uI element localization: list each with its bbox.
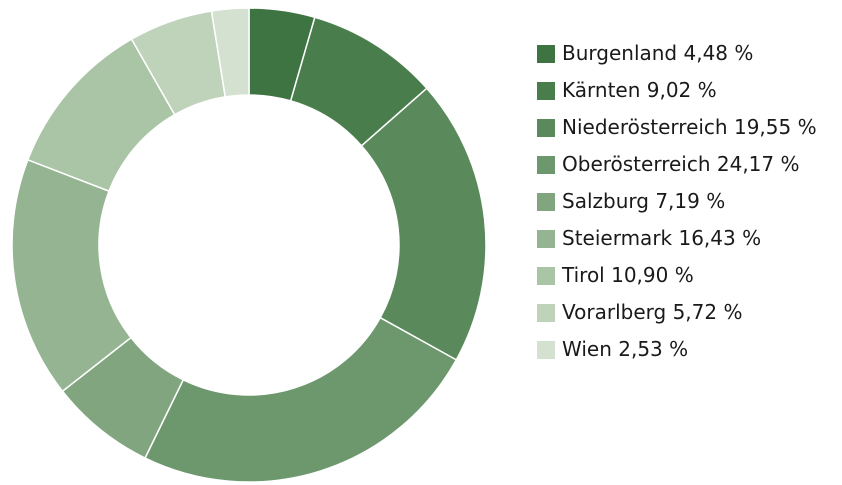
legend-name: Kärnten	[562, 78, 640, 102]
legend-swatch	[537, 341, 555, 359]
legend-swatch	[537, 267, 555, 285]
legend-name: Vorarlberg	[562, 300, 666, 324]
legend-swatch	[537, 193, 555, 211]
legend-name: Salzburg	[562, 189, 649, 213]
legend-label: Steiermark 16,43 %	[562, 226, 761, 250]
legend-value: 7,19 %	[655, 189, 725, 213]
legend-value: 9,02 %	[647, 78, 717, 102]
legend-swatch	[537, 119, 555, 137]
legend-swatch	[537, 304, 555, 322]
legend-name: Steiermark	[562, 226, 673, 250]
legend-swatch	[537, 82, 555, 100]
legend-name: Burgenland	[562, 41, 677, 65]
legend-name: Wien	[562, 337, 612, 361]
legend-swatch	[537, 45, 555, 63]
legend-value: 16,43 %	[678, 226, 761, 250]
donut-slice	[210, 7, 250, 98]
donut-slice	[144, 316, 458, 483]
legend-value: 19,55 %	[734, 115, 817, 139]
legend-label: Salzburg 7,19 %	[562, 189, 725, 213]
legend-value: 10,90 %	[611, 263, 694, 287]
legend-label: Kärnten 9,02 %	[562, 78, 717, 102]
legend-label: Wien 2,53 %	[562, 337, 688, 361]
legend-label: Oberösterreich 24,17 %	[562, 152, 800, 176]
legend-label: Vorarlberg 5,72 %	[562, 300, 742, 324]
legend-value: 2,53 %	[618, 337, 688, 361]
legend-label: Tirol 10,90 %	[561, 263, 694, 287]
legend-label: Niederösterreich 19,55 %	[562, 115, 817, 139]
legend-value: 5,72 %	[673, 300, 743, 324]
legend-name: Tirol	[561, 263, 605, 287]
legend-swatch	[537, 230, 555, 248]
legend-name: Oberösterreich	[562, 152, 711, 176]
legend-swatch	[537, 156, 555, 174]
legend-name: Niederösterreich	[562, 115, 728, 139]
legend-value: 4,48 %	[684, 41, 754, 65]
legend-value: 24,17 %	[717, 152, 800, 176]
legend-label: Burgenland 4,48 %	[562, 41, 753, 65]
